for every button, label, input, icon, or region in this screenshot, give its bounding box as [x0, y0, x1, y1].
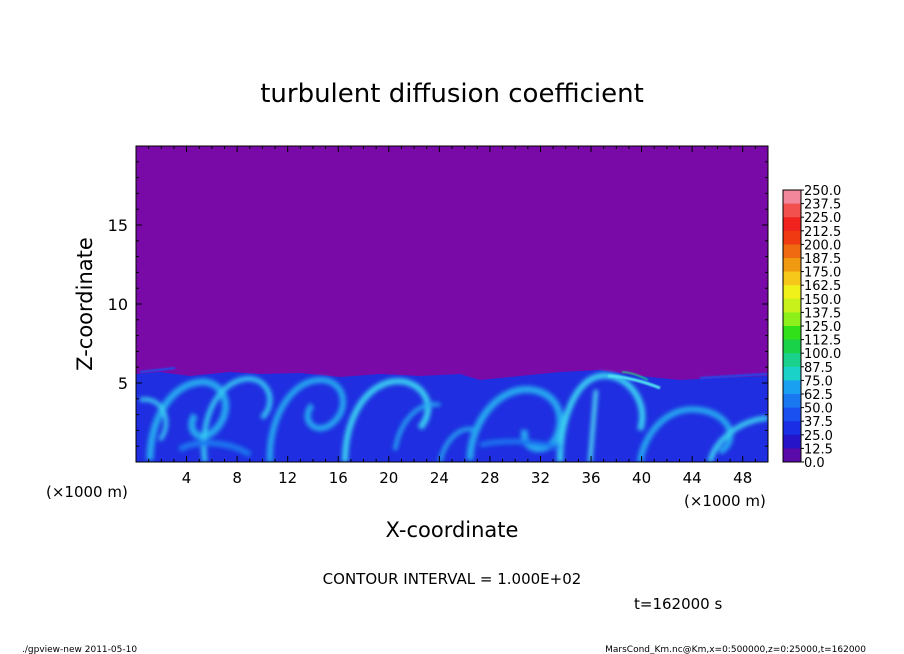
colorbar-label: 175.0	[804, 266, 841, 281]
colorbar-swatch	[783, 380, 801, 395]
colorbar-label: 125.0	[804, 320, 841, 335]
colorbar-swatch	[783, 244, 801, 259]
y-tick-label: 10	[108, 295, 128, 314]
colorbar-swatch	[783, 353, 801, 368]
y-ticks: 5 10 15	[108, 161, 768, 447]
colorbar-swatch	[783, 271, 801, 286]
x-tick-label: 40	[632, 469, 651, 487]
y-axis-label: Z-coordinate	[73, 237, 97, 371]
colorbar-swatch	[783, 366, 801, 381]
colorbar-swatch	[783, 326, 801, 341]
colorbar-label: 62.5	[804, 388, 833, 403]
colorbar-label: 200.0	[804, 238, 841, 253]
colorbar-label: 100.0	[804, 347, 841, 362]
footer-left: ./gpview-new 2011-05-10	[22, 645, 137, 654]
x-tick-label: 4	[182, 469, 192, 487]
colorbar: 250.0237.5225.0212.5200.0187.5175.0162.5…	[782, 184, 841, 471]
colorbar-label: 237.5	[804, 198, 841, 213]
colorbar-label: 250.0	[804, 184, 841, 199]
colorbar-label: 25.0	[804, 429, 833, 444]
y-tick-label: 15	[108, 216, 128, 235]
x-tick-label: 28	[480, 469, 499, 487]
colorbar-swatch	[783, 434, 801, 449]
colorbar-swatch	[783, 312, 801, 327]
colorbar-swatch	[783, 407, 801, 422]
turbulent-layer	[136, 367, 768, 462]
colorbar-swatch	[783, 230, 801, 245]
colorbar-swatch	[783, 421, 801, 436]
colorbar-swatch	[783, 285, 801, 300]
colorbar-label: 75.0	[804, 374, 833, 389]
colorbar-label: 112.5	[804, 334, 841, 349]
colorbar-label: 162.5	[804, 279, 841, 294]
plot-area	[135, 145, 769, 463]
colorbar-label: 150.0	[804, 293, 841, 308]
colorbar-label: 37.5	[804, 415, 833, 430]
colorbar-label: 137.5	[804, 306, 841, 321]
colorbar-swatch	[783, 258, 801, 273]
x-unit-label-right: (×1000 m)	[684, 492, 766, 510]
x-tick-label: 36	[581, 469, 600, 487]
x-tick-label: 32	[531, 469, 550, 487]
plume-edges	[139, 367, 768, 390]
colorbar-swatch	[783, 203, 801, 218]
x-tick-label: 44	[683, 469, 702, 487]
colorbar-swatch	[783, 298, 801, 313]
contour-interval-label: CONTOUR INTERVAL = 1.000E+02	[323, 570, 582, 588]
colorbar-label: 87.5	[804, 361, 833, 376]
colorbar-swatch	[783, 339, 801, 354]
x-tick-label: 8	[232, 469, 242, 487]
colorbar-swatch	[783, 394, 801, 409]
colorbar-label: 0.0	[804, 456, 825, 471]
x-tick-label: 24	[430, 469, 449, 487]
colorbar-label: 187.5	[804, 252, 841, 267]
y-tick-label: 5	[118, 374, 128, 393]
footer-right: MarsCond_Km.nc@Km,x=0:500000,z=0:25000,t…	[605, 645, 866, 654]
time-label: t=162000 s	[634, 595, 722, 613]
colorbar-label: 225.0	[804, 211, 841, 226]
x-tick-label: 48	[733, 469, 752, 487]
x-ticks: 4 8 12 16 20 24 28 32 36 40 44 48	[148, 146, 756, 487]
colorbar-swatch	[783, 448, 801, 463]
eddy-swirls	[139, 372, 768, 462]
x-axis-label: X-coordinate	[386, 518, 519, 542]
x-tick-label: 20	[379, 469, 398, 487]
colorbar-swatch	[783, 217, 801, 232]
colorbar-swatch	[783, 190, 801, 205]
colorbar-label: 212.5	[804, 225, 841, 240]
colorbar-label: 12.5	[804, 442, 833, 457]
colorbar-label: 50.0	[804, 402, 833, 417]
chart-title: turbulent diffusion coefficient	[260, 79, 644, 109]
x-unit-label: (×1000 m)	[46, 483, 128, 501]
x-tick-label: 12	[278, 469, 297, 487]
x-tick-label: 16	[329, 469, 348, 487]
